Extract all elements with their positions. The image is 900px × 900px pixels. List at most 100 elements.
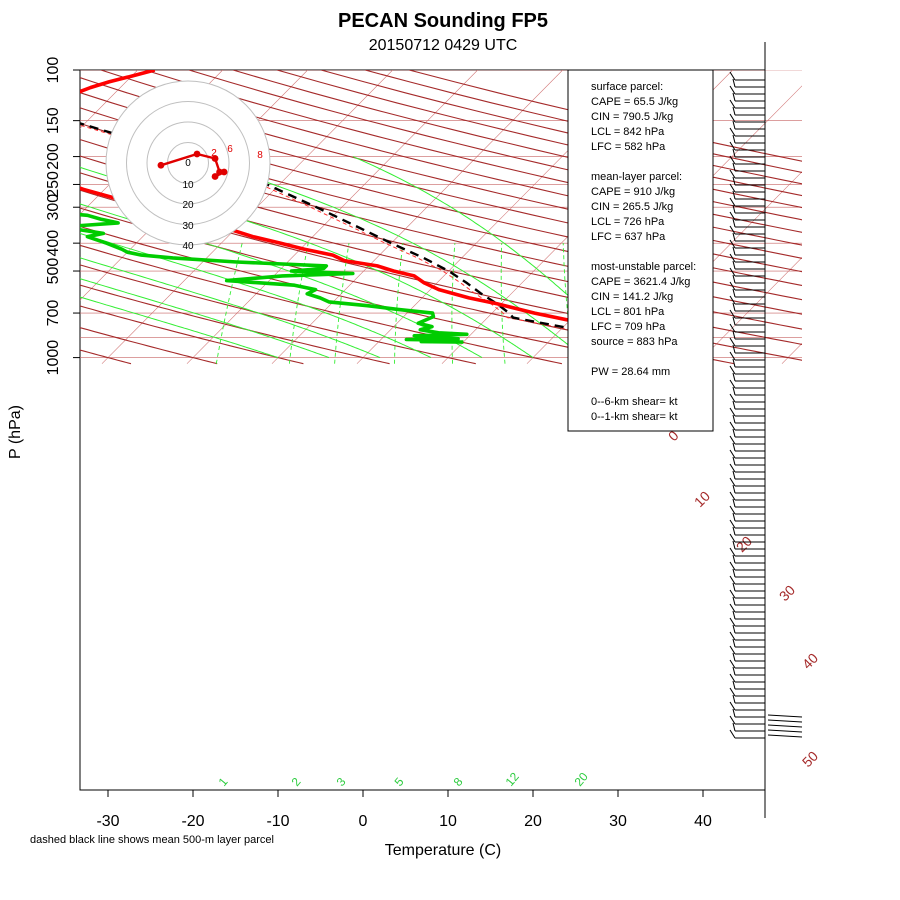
wind-barb-feather: [732, 176, 736, 186]
wind-barb-feather: [729, 267, 736, 277]
dry-adiabat: [100, 70, 802, 246]
info-box-line: CAPE = 910 J/kg: [591, 186, 675, 198]
y-axis-tick-label: 300: [45, 194, 62, 221]
wind-barb-feather: [729, 393, 736, 403]
info-box-line: most-unstable parcel:: [591, 261, 696, 273]
hodograph-point-label: 6: [227, 144, 233, 155]
mixing-ratio-label: 5: [392, 775, 407, 789]
wind-barb-feather: [732, 134, 736, 144]
moist-adiabat: [80, 278, 330, 359]
y-axis-tick-label: 200: [45, 143, 62, 170]
mixing-ratio-label: 8: [451, 775, 466, 789]
wind-barb-feather: [729, 71, 736, 81]
mixing-ratio-label: 20: [572, 769, 592, 788]
wind-barb-feather: [729, 351, 736, 361]
wind-barb-feather: [732, 428, 736, 438]
wind-barb-feather: [732, 666, 736, 676]
wind-barb-feather: [732, 554, 736, 564]
wind-barb-feather: [732, 148, 736, 158]
wind-barb-feather: [732, 624, 736, 634]
wind-barb-feather: [729, 645, 736, 655]
y-axis-tick-label: 500: [45, 258, 62, 285]
wind-barb: [767, 734, 803, 738]
mixing-ratio-line: [451, 243, 456, 364]
wind-barb-feather: [732, 680, 736, 690]
hodograph-ring-label: 20: [182, 200, 194, 211]
info-box-line: CIN = 265.5 J/kg: [591, 201, 673, 213]
wind-barb-feather: [732, 568, 736, 578]
wind-barb-feather: [732, 218, 736, 228]
wind-barb: [767, 714, 803, 718]
wind-barb-feather: [729, 323, 736, 333]
info-box-line: CAPE = 65.5 J/kg: [591, 96, 678, 108]
wind-barb-feather: [729, 365, 736, 375]
wind-barb-feather: [732, 274, 736, 284]
hodograph-point: [211, 155, 219, 162]
wind-barb-feather: [729, 421, 736, 431]
dry-adiabat: [80, 305, 304, 365]
mixing-ratio-label: 3: [334, 775, 349, 789]
wind-barb-feather: [729, 295, 736, 305]
hodograph-ring: [126, 101, 250, 225]
x-axis-tick-label: 40: [694, 813, 712, 830]
wind-barb-feather: [729, 407, 736, 417]
info-box-frame: [567, 69, 714, 432]
wind-barb-feather: [732, 386, 736, 396]
wind-barb-feather: [732, 484, 736, 494]
info-box-line: 0--6-km shear= kt: [591, 396, 678, 408]
wind-barb-feather: [732, 694, 736, 704]
hodograph-ring-label: 30: [182, 221, 194, 232]
mixing-ratio-line: [215, 243, 243, 364]
wind-barb-feather: [732, 246, 736, 256]
info-box-line: CIN = 790.5 J/kg: [591, 111, 673, 123]
wind-barb-feather: [732, 708, 736, 718]
info-box-line: LCL = 842 hPa: [591, 126, 665, 138]
hodograph: 0 10 20 30 40 2 6 8: [105, 80, 271, 252]
hodograph-point: [211, 173, 219, 180]
dry-adiabat: [80, 189, 802, 361]
hodograph-ring-label: 40: [182, 241, 194, 252]
wind-barbs: [729, 42, 803, 818]
wind-barb-feather: [732, 456, 736, 466]
wind-barb-feather: [729, 253, 736, 263]
chart-subtitle: 20150712 0429 UTC: [369, 37, 518, 54]
wind-barb-feather: [729, 701, 736, 711]
wind-barb-feather: [729, 211, 736, 221]
wind-barb-feather: [729, 99, 736, 109]
y-axis-tick-label: 250: [45, 171, 62, 198]
x-axis-tick-label: 10: [439, 813, 457, 830]
wind-barb-feather: [729, 659, 736, 669]
info-box-line: LFC = 709 hPa: [591, 321, 666, 333]
info-box-line: LFC = 582 hPa: [591, 141, 666, 153]
wind-barb-feather: [729, 85, 736, 95]
y-axis-tick-label: 150: [45, 107, 62, 134]
dewpoint-trace: [80, 212, 469, 344]
wind-barb-feather: [729, 225, 736, 235]
parcel-info-box: surface parcel: CAPE = 65.5 J/kg CIN = 790…: [567, 69, 714, 432]
dry-adiabat-label: 40: [799, 650, 821, 672]
wind-barb-feather: [729, 561, 736, 571]
wind-barb-feather: [729, 449, 736, 459]
wind-barb-feather: [732, 78, 736, 88]
x-axis-tick-label: 0: [359, 813, 368, 830]
wind-barb-feather: [732, 358, 736, 368]
info-box-line: LCL = 801 hPa: [591, 306, 665, 318]
wind-barb-feather: [729, 379, 736, 389]
wind-barb-feather: [732, 106, 736, 116]
info-box-line: mean-layer parcel:: [591, 171, 682, 183]
wind-barb-feather: [729, 127, 736, 137]
wind-barb-feather: [732, 204, 736, 214]
y-axis-label: P (hPa): [7, 405, 24, 459]
dry-adiabat: [80, 264, 476, 365]
wind-barb-feather: [732, 470, 736, 480]
wind-barb-feather: [729, 603, 736, 613]
mixing-ratio-label: 12: [503, 769, 523, 788]
surface-parcel-trace: [80, 124, 661, 348]
wind-barb-feather: [732, 120, 736, 130]
wind-barb: [767, 729, 803, 733]
wind-barb-feather: [729, 617, 736, 627]
wind-barb-feather: [729, 309, 736, 319]
hodograph-point-label: 2: [211, 148, 217, 159]
wind-barb-feather: [729, 239, 736, 249]
